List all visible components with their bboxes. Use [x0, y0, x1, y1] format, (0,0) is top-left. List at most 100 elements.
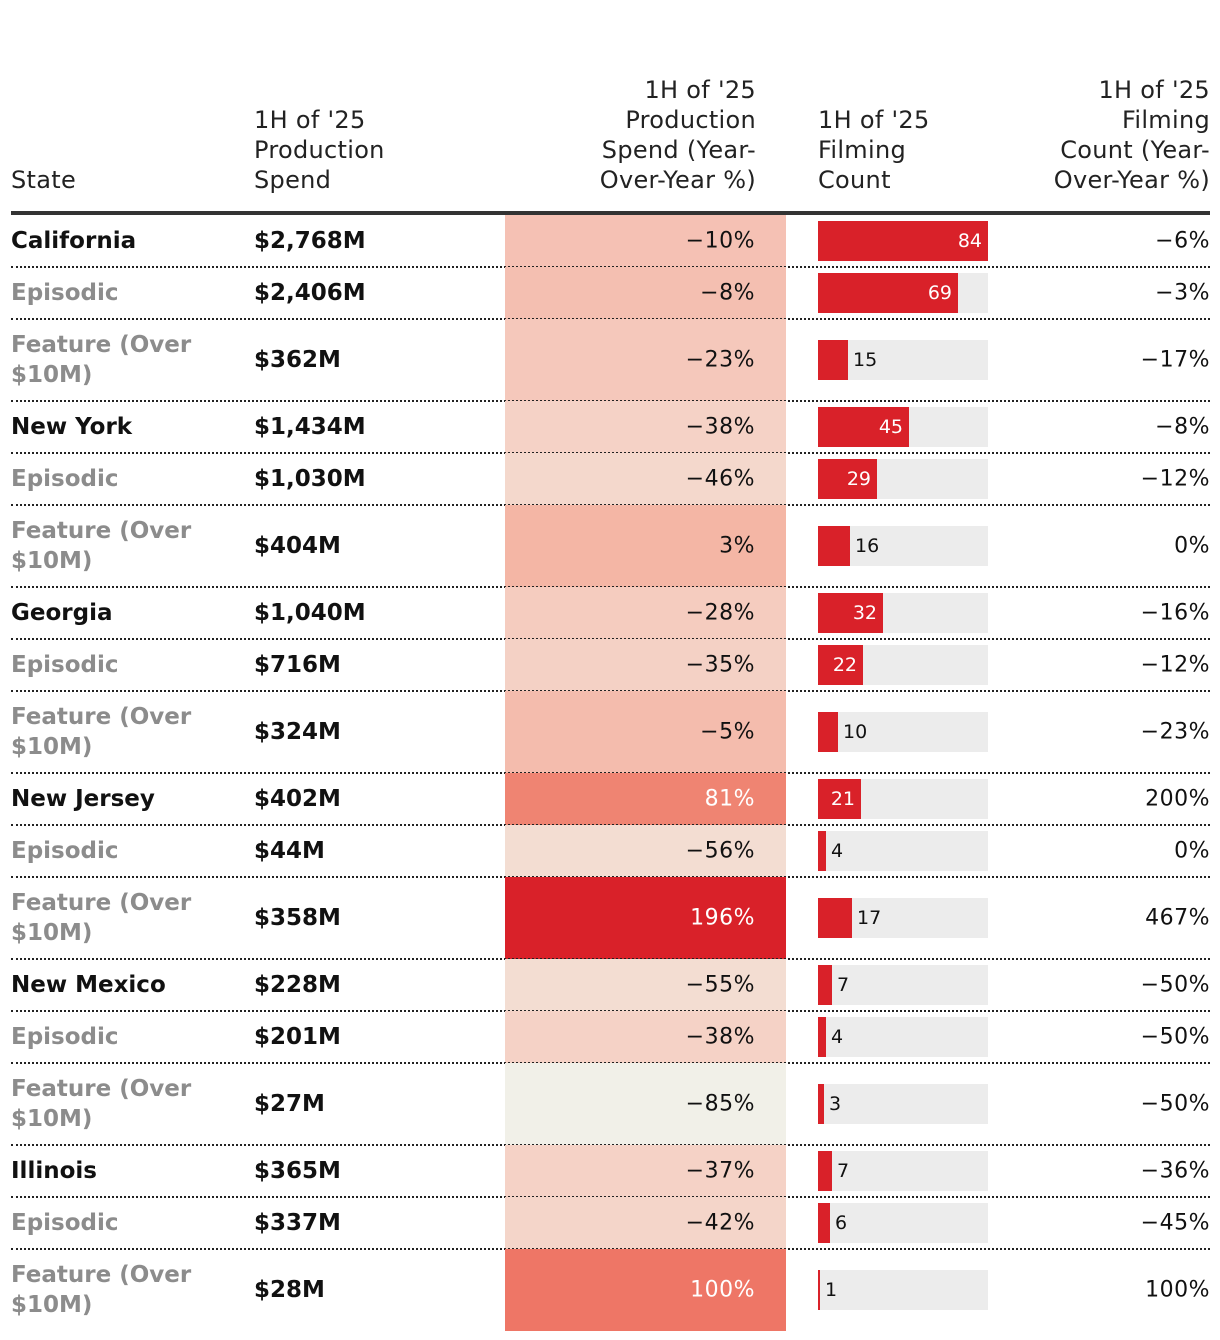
table-row: New York $1,434M −38% 45 −8% — [11, 401, 1210, 454]
table-row: Illinois $365M −37% 7 −36% — [11, 1145, 1210, 1198]
table-row: Episodic $716M −35% 22 −12% — [11, 639, 1210, 692]
filming-count-bar — [818, 340, 848, 380]
state-label: Georgia — [11, 600, 113, 626]
filming-count-bar-track: 4 — [818, 831, 988, 871]
filming-count-yoy-value: −17% — [1140, 347, 1210, 373]
spend-yoy-heat-cell: −5% — [505, 691, 786, 773]
production-spend-value: $2,406M — [254, 280, 366, 306]
filming-count-label: 84 — [957, 230, 982, 252]
table-row: Episodic $201M −38% 4 −50% — [11, 1011, 1210, 1064]
spend-yoy-heat-cell: −38% — [505, 1011, 786, 1063]
sub-category-label: Episodic — [11, 838, 119, 864]
header-filming-count-yoy: 1H of '25 Filming Count (Year-Over-Year … — [1053, 76, 1210, 194]
filming-count-bar-track: 32 — [818, 593, 988, 633]
spend-yoy-heat-cell: 81% — [505, 773, 786, 825]
production-spend-value: $28M — [254, 1277, 325, 1303]
filming-count-bar — [818, 407, 909, 447]
filming-count-label: 7 — [837, 1160, 850, 1182]
filming-count-label: 17 — [857, 907, 882, 929]
filming-count-bar — [818, 645, 863, 685]
filming-count-label: 15 — [853, 349, 878, 371]
filming-count-label: 69 — [927, 282, 952, 304]
spend-yoy-heat-cell: −28% — [505, 587, 786, 639]
table-row: Episodic $1,030M −46% 29 −12% — [11, 453, 1210, 506]
spend-yoy-value: −28% — [685, 600, 755, 626]
filming-count-bar-track: 3 — [818, 1084, 988, 1124]
filming-count-bar — [818, 1017, 826, 1057]
sub-category-label: Episodic — [11, 280, 119, 306]
filming-count-bar-track: 69 — [818, 273, 988, 313]
filming-count-yoy-value: −50% — [1140, 1091, 1210, 1117]
spend-yoy-value: −46% — [685, 466, 755, 492]
filming-count-bar — [818, 1151, 832, 1191]
table-header: State 1H of '25 Production Spend 1H of '… — [11, 0, 1210, 213]
spend-yoy-heat-cell: −38% — [505, 401, 786, 453]
spend-yoy-value: −5% — [700, 719, 755, 745]
filming-count-bar — [818, 1270, 820, 1310]
filming-count-bar-track: 7 — [818, 1151, 988, 1191]
filming-count-label: 29 — [846, 468, 871, 490]
state-label: New Mexico — [11, 972, 166, 998]
sub-category-label: Feature (Over $10M) — [11, 518, 192, 574]
filming-count-yoy-value: −50% — [1140, 1024, 1210, 1050]
filming-count-label: 16 — [855, 535, 880, 557]
filming-count-bar — [818, 526, 850, 566]
sub-category-label: Feature (Over $10M) — [11, 1262, 192, 1318]
spend-yoy-value: −8% — [700, 280, 755, 306]
filming-count-yoy-value: 200% — [1145, 786, 1210, 812]
production-spend-value: $716M — [254, 652, 341, 678]
filming-count-yoy-value: 0% — [1174, 838, 1210, 864]
spend-yoy-value: −42% — [685, 1210, 755, 1236]
spend-yoy-value: −56% — [685, 838, 755, 864]
state-label: New York — [11, 414, 133, 440]
filming-count-bar — [818, 273, 958, 313]
filming-count-label: 32 — [852, 602, 877, 624]
spend-yoy-value: −38% — [685, 1024, 755, 1050]
spend-yoy-value: −38% — [685, 414, 755, 440]
filming-count-yoy-value: −3% — [1155, 280, 1210, 306]
spend-yoy-heat-cell: 3% — [505, 505, 786, 587]
spend-yoy-heat-cell: 100% — [505, 1249, 786, 1331]
table-row: Episodic $2,406M −8% 69 −3% — [11, 267, 1210, 320]
production-spend-value: $324M — [254, 719, 341, 745]
filming-count-bar-track: 45 — [818, 407, 988, 447]
production-spend-value: $27M — [254, 1091, 325, 1117]
filming-count-yoy-value: −36% — [1140, 1158, 1210, 1184]
filming-count-label: 4 — [831, 1026, 844, 1048]
table-row: Feature (Over $10M) $404M 3% 16 0% — [11, 505, 1210, 588]
table-row: California $2,768M −10% 84 −6% — [11, 215, 1210, 268]
production-spend-value: $365M — [254, 1158, 341, 1184]
production-spend-value: $402M — [254, 786, 341, 812]
filming-count-bar — [818, 1203, 830, 1243]
filming-count-bar-track: 29 — [818, 459, 988, 499]
filming-count-bar — [818, 593, 883, 633]
table-row: Episodic $337M −42% 6 −45% — [11, 1197, 1210, 1250]
spend-yoy-value: 196% — [690, 905, 755, 931]
spend-yoy-value: −35% — [685, 652, 755, 678]
spend-yoy-value: −23% — [685, 347, 755, 373]
spend-yoy-heat-cell: 196% — [505, 877, 786, 959]
filming-count-bar — [818, 459, 877, 499]
spend-yoy-value: 81% — [704, 786, 755, 812]
table-row: Feature (Over $10M) $27M −85% 3 −50% — [11, 1063, 1210, 1146]
filming-count-yoy-value: −8% — [1155, 414, 1210, 440]
spend-yoy-value: 3% — [719, 533, 755, 559]
header-state: State — [11, 166, 77, 194]
filming-count-bar-track: 16 — [818, 526, 988, 566]
sub-category-label: Episodic — [11, 1210, 119, 1236]
state-label: Illinois — [11, 1158, 97, 1184]
production-spend-value: $337M — [254, 1210, 341, 1236]
spend-yoy-heat-cell: −35% — [505, 639, 786, 691]
spend-yoy-heat-cell: −56% — [505, 825, 786, 877]
sub-category-label: Feature (Over $10M) — [11, 704, 192, 760]
filming-count-bar — [818, 779, 861, 819]
filming-count-bar-track: 22 — [818, 645, 988, 685]
filming-count-bar-track: 21 — [818, 779, 988, 819]
filming-count-bar — [818, 965, 832, 1005]
spend-yoy-value: −37% — [685, 1158, 755, 1184]
header-production-spend: 1H of '25 Production Spend — [254, 106, 385, 194]
filming-count-yoy-value: −6% — [1155, 228, 1210, 254]
production-spend-value: $404M — [254, 533, 341, 559]
spend-yoy-heat-cell: −10% — [505, 215, 786, 267]
sub-category-label: Episodic — [11, 1024, 119, 1050]
